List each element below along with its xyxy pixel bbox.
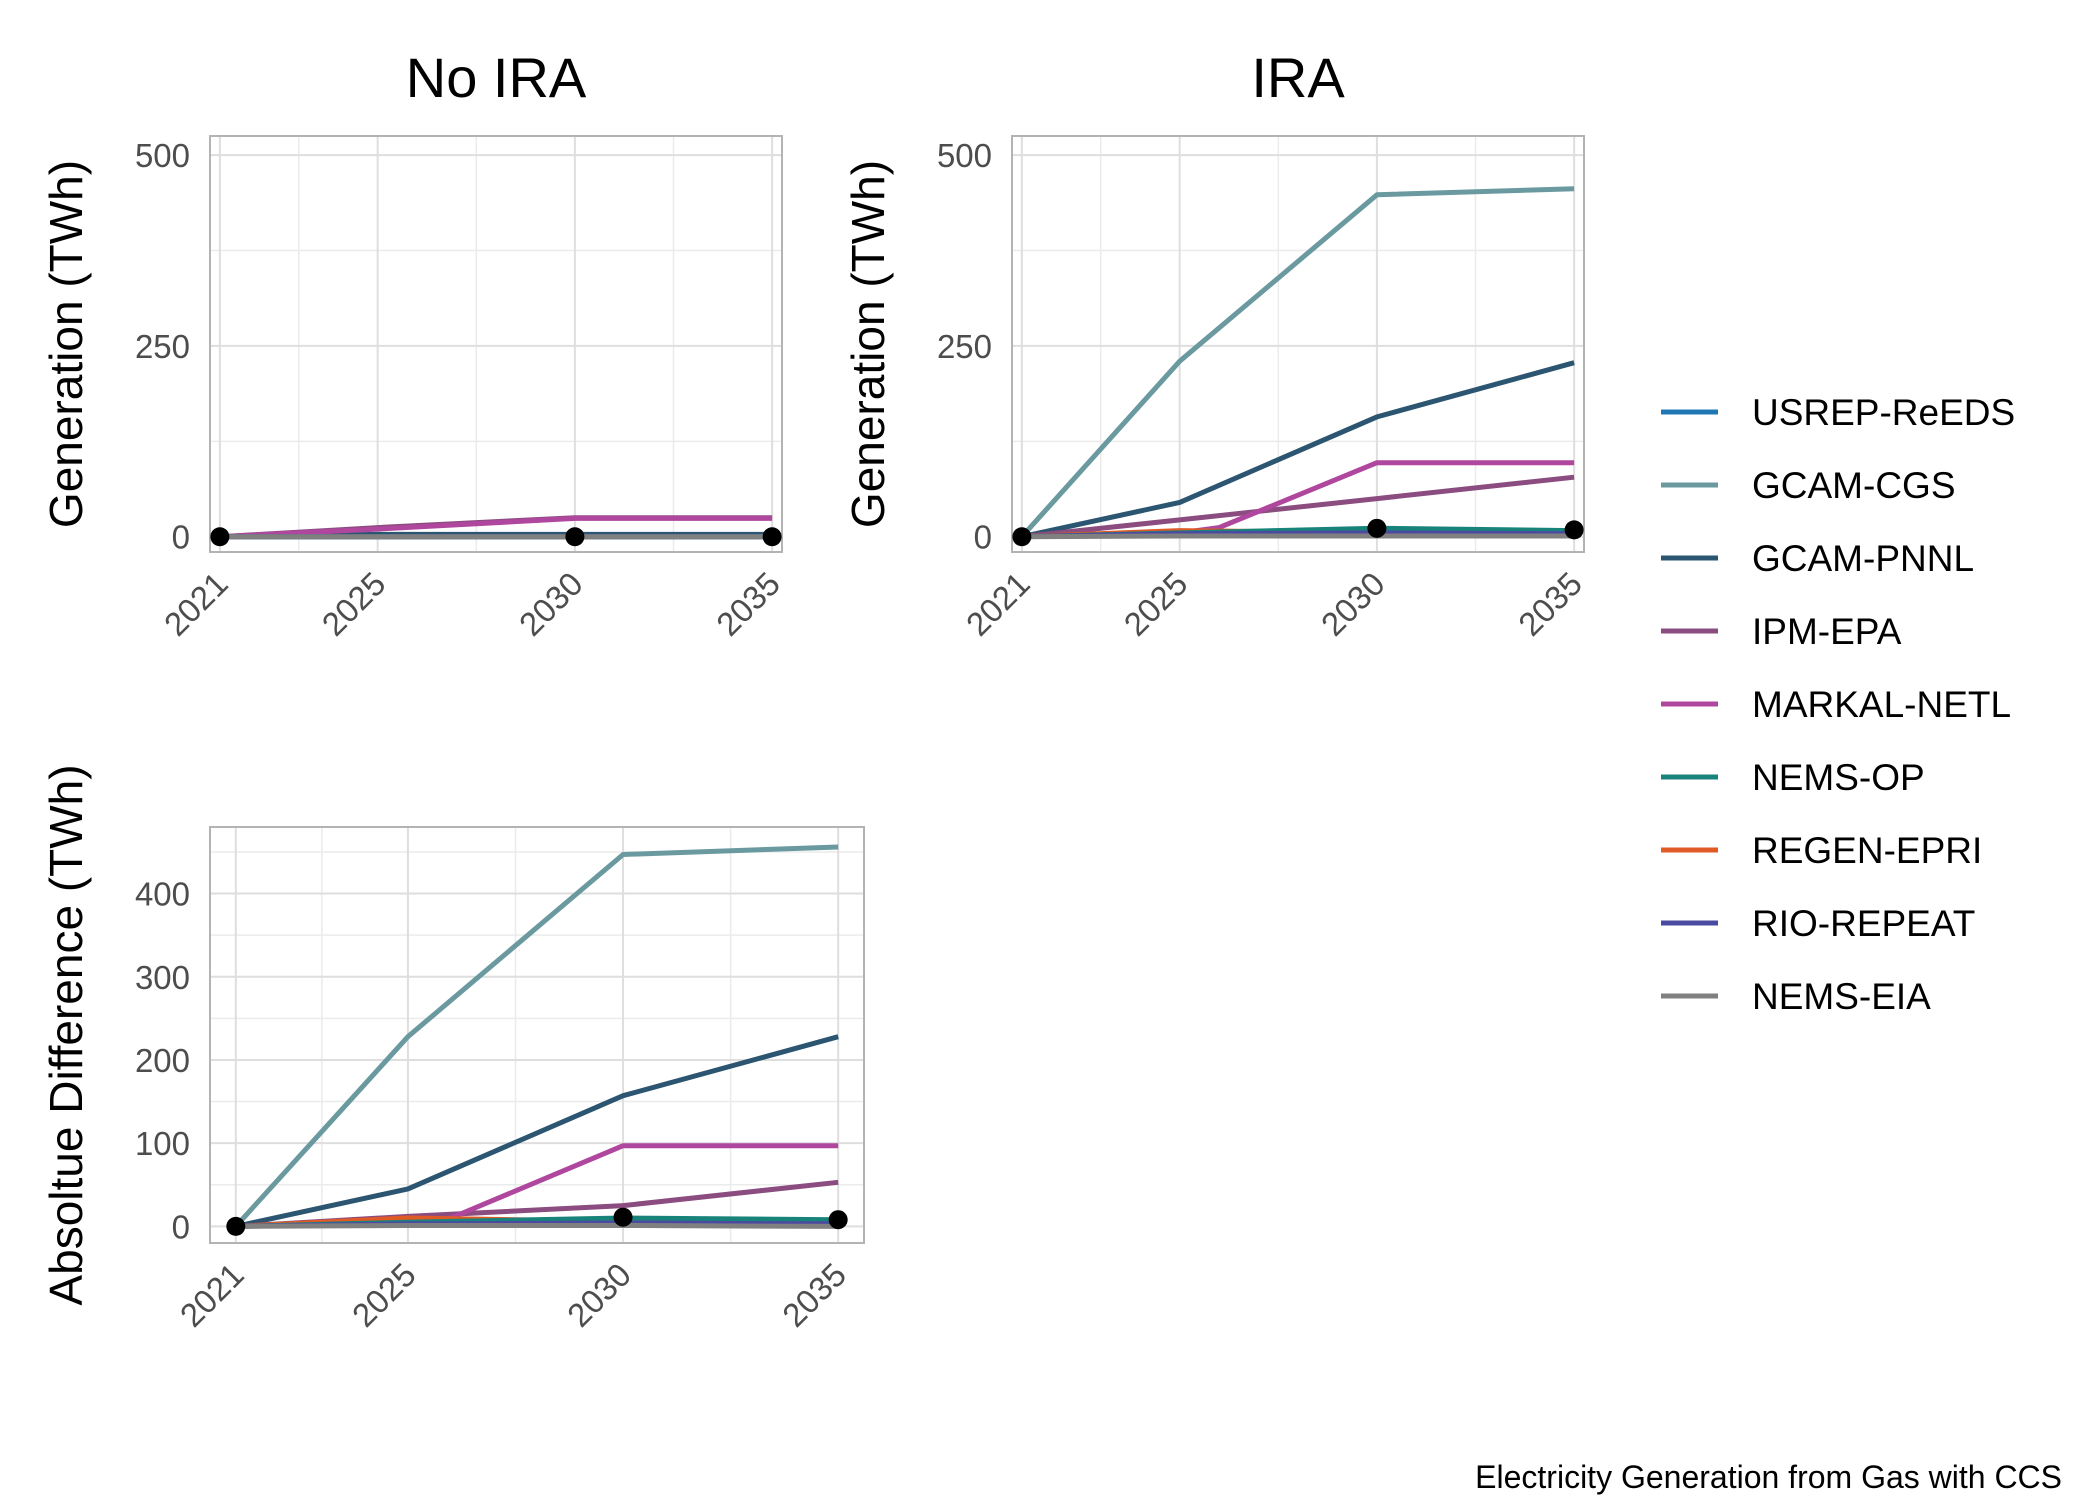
x-tick-label: 2035 xyxy=(775,1256,853,1334)
legend-label: MARKAL-NETL xyxy=(1752,684,2011,725)
series-line-ipm-epa xyxy=(1021,474,1575,540)
panel-1: 0 250 500 2021 2025 2030 2035 No IRA Generation … xyxy=(40,46,787,643)
legend-label: IPM-EPA xyxy=(1752,611,1902,652)
legend-label: USREP-ReEDS xyxy=(1752,392,2015,433)
panel-border xyxy=(209,826,865,1244)
data-point-nems-eia xyxy=(762,527,782,547)
legend-item: USREP-ReEDS xyxy=(1661,392,2015,433)
y-tick-label: 100 xyxy=(135,1125,190,1162)
y-tick-label: 250 xyxy=(937,328,992,365)
data-point-nems-eia xyxy=(1564,520,1584,540)
figure-caption: Electricity Generation from Gas with CCS xyxy=(1475,1459,2062,1495)
legend-item: NEMS-OP xyxy=(1661,757,1925,798)
x-tick-label: 2021 xyxy=(157,565,235,643)
y-tick-label: 500 xyxy=(135,137,190,174)
x-tick-label: 2035 xyxy=(709,565,787,643)
y-tick-label: 500 xyxy=(937,137,992,174)
data-point-nems-eia xyxy=(1367,518,1387,538)
x-tick-label: 2030 xyxy=(512,565,590,643)
panel-border xyxy=(209,135,783,553)
x-tick-label: 2030 xyxy=(560,1256,638,1334)
y-tick-label: 0 xyxy=(172,1208,190,1245)
legend-label: GCAM-CGS xyxy=(1752,465,1956,506)
series-line-markal-netl xyxy=(219,515,773,540)
y-tick-label: 0 xyxy=(974,519,992,556)
data-point-nems-eia xyxy=(226,1216,246,1236)
series-line-gcam-pnnl xyxy=(235,1034,839,1229)
legend-label: GCAM-PNNL xyxy=(1752,538,1974,579)
series-line-markal-netl xyxy=(235,1143,839,1229)
legend-item: GCAM-PNNL xyxy=(1661,538,1974,579)
x-tick-label: 2021 xyxy=(173,1256,251,1334)
x-tick-label: 2030 xyxy=(1314,565,1392,643)
x-tick-label: 2025 xyxy=(1117,565,1195,643)
legend-item: MARKAL-NETL xyxy=(1661,684,2011,725)
data-point-nems-eia xyxy=(613,1207,633,1227)
x-tick-label: 2021 xyxy=(959,565,1037,643)
legend-label: RIO-REPEAT xyxy=(1752,903,1975,944)
y-axis-label: Absoltue Difference (TWh) xyxy=(40,764,92,1305)
legend-item: IPM-EPA xyxy=(1661,611,1902,652)
x-tick-label: 2025 xyxy=(345,1256,423,1334)
data-point-nems-eia xyxy=(210,527,230,547)
panel-title: IRA xyxy=(1251,46,1345,109)
x-tick-label: 2025 xyxy=(315,565,393,643)
series-line-gcam-cgs xyxy=(233,844,839,1229)
panel-3: 0 100 200 300 400 2021 2025 2030 2035 Absoltue Di… xyxy=(40,764,865,1334)
x-tick-label: 2035 xyxy=(1511,565,1589,643)
y-axis-label: Generation (TWh) xyxy=(40,160,92,528)
series-line-nems-eia xyxy=(235,1223,839,1229)
panel-title: No IRA xyxy=(406,46,587,109)
legend-item: REGEN-EPRI xyxy=(1661,830,1982,871)
legend-item: GCAM-CGS xyxy=(1661,465,1956,506)
panel-2: 0 250 500 2021 2025 2030 2035 IRA Generation (TW… xyxy=(842,46,1589,643)
data-point-nems-eia xyxy=(1012,527,1032,547)
y-axis-label: Generation (TWh) xyxy=(842,160,894,528)
legend-label: NEMS-EIA xyxy=(1752,976,1931,1017)
legend-item: RIO-REPEAT xyxy=(1661,903,1975,944)
legend-item: NEMS-EIA xyxy=(1661,976,1931,1017)
legend-label: REGEN-EPRI xyxy=(1752,830,1982,871)
panel-border xyxy=(1011,135,1585,553)
y-tick-label: 300 xyxy=(135,959,190,996)
data-point-nems-eia xyxy=(565,527,585,547)
series-line-gcam-pnnl xyxy=(1021,360,1575,540)
y-tick-label: 400 xyxy=(135,876,190,913)
legend: USREP-ReEDS GCAM-CGS GCAM-PNNL IPM-EPA MARKA… xyxy=(1661,392,2015,1017)
series-line-nems-eia xyxy=(1021,533,1575,540)
y-tick-label: 200 xyxy=(135,1042,190,1079)
data-point-nems-eia xyxy=(828,1210,848,1230)
y-tick-label: 0 xyxy=(172,519,190,556)
series-line-gcam-cgs xyxy=(1020,186,1575,539)
y-tick-label: 250 xyxy=(135,328,190,365)
legend-label: NEMS-OP xyxy=(1752,757,1925,798)
